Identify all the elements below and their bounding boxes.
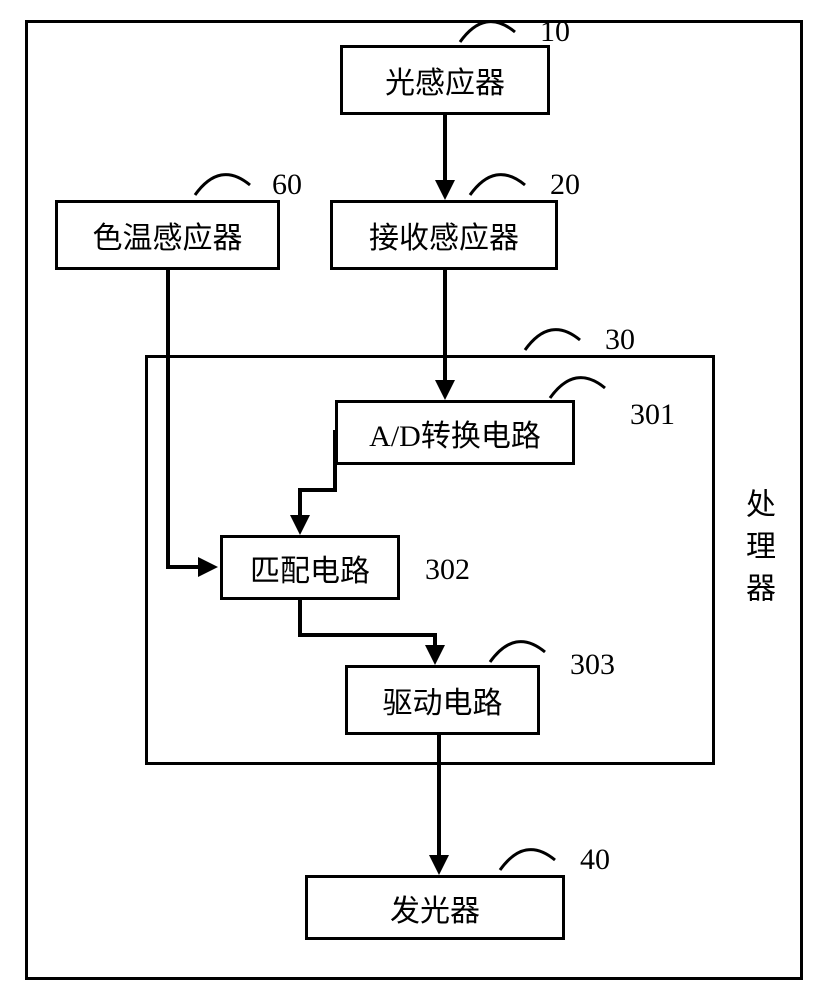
node-ad-converter-label: A/D转换电路 bbox=[369, 411, 541, 455]
arrow-10-20 bbox=[438, 115, 458, 205]
leader-301 bbox=[550, 368, 630, 408]
arrow-60-302 bbox=[158, 270, 238, 580]
node-color-temp-sensor-label: 色温感应器 bbox=[93, 213, 243, 257]
leader-303 bbox=[490, 632, 570, 672]
processor-label: 处理器 bbox=[735, 488, 779, 614]
arrow-20-301 bbox=[438, 270, 458, 405]
node-match-circuit-label: 匹配电路 bbox=[250, 546, 370, 590]
tag-60: 60 bbox=[272, 168, 302, 202]
tag-303: 303 bbox=[570, 648, 615, 682]
arrow-302-303 bbox=[275, 600, 475, 675]
tag-301: 301 bbox=[630, 398, 675, 432]
leader-60 bbox=[195, 165, 275, 205]
node-color-temp-sensor: 色温感应器 bbox=[55, 200, 280, 270]
node-receive-sensor-label: 接收感应器 bbox=[369, 213, 519, 257]
node-drive-circuit-label: 驱动电路 bbox=[383, 678, 503, 722]
leader-30 bbox=[525, 320, 605, 360]
arrow-301-302 bbox=[275, 430, 355, 545]
node-emitter-label: 发光器 bbox=[390, 886, 480, 930]
tag-20: 20 bbox=[550, 168, 580, 202]
tag-40: 40 bbox=[580, 843, 610, 877]
leader-40 bbox=[500, 840, 580, 880]
tag-302: 302 bbox=[425, 553, 470, 587]
leader-10 bbox=[460, 12, 540, 52]
tag-30: 30 bbox=[605, 323, 635, 357]
tag-10: 10 bbox=[540, 15, 570, 49]
node-light-sensor-label: 光感应器 bbox=[385, 58, 505, 102]
node-emitter: 发光器 bbox=[305, 875, 565, 940]
leader-20 bbox=[470, 165, 550, 205]
arrow-303-40 bbox=[432, 735, 452, 880]
node-ad-converter: A/D转换电路 bbox=[335, 400, 575, 465]
node-light-sensor: 光感应器 bbox=[340, 45, 550, 115]
node-drive-circuit: 驱动电路 bbox=[345, 665, 540, 735]
node-receive-sensor: 接收感应器 bbox=[330, 200, 558, 270]
